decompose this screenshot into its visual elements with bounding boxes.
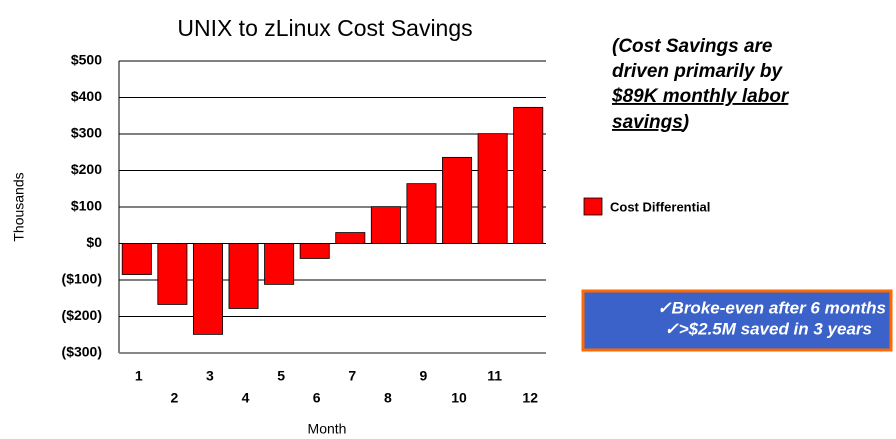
- bar: [264, 243, 295, 285]
- annotation-line: driven primarily by: [612, 61, 783, 82]
- x-tick-label: 11: [487, 368, 502, 384]
- bar: [157, 243, 188, 305]
- y-tick-label: $500: [71, 52, 102, 68]
- x-tick-label: 8: [384, 390, 392, 406]
- y-axis-label: Thousands: [11, 172, 27, 241]
- callout-box: [581, 289, 893, 352]
- x-axis-label: Month: [308, 421, 347, 437]
- legend-swatch: [583, 197, 603, 216]
- bar: [406, 183, 437, 244]
- x-tick-label: 10: [451, 390, 467, 406]
- y-tick-label: $0: [86, 234, 102, 250]
- y-tick-label: $400: [71, 88, 102, 104]
- x-tick-label: 4: [242, 390, 250, 406]
- bar: [442, 156, 473, 244]
- x-tick-label: 7: [348, 368, 356, 384]
- y-tick-label: $200: [71, 161, 102, 177]
- x-tick-label: 12: [522, 390, 538, 406]
- x-tick-label: 3: [206, 368, 214, 384]
- bar: [513, 106, 544, 244]
- bar: [228, 243, 259, 309]
- bar: [370, 206, 401, 244]
- bar: [121, 243, 152, 275]
- bar: [299, 243, 330, 259]
- bar: [477, 133, 508, 244]
- callout-line: ✓Broke-even after 6 months: [657, 298, 886, 317]
- callout-line: ✓>$2.5M saved in 3 years: [664, 319, 872, 338]
- annotation-line: $89K monthly labor: [611, 86, 790, 107]
- y-tick-label: $300: [71, 125, 102, 141]
- x-tick-label: 2: [170, 390, 178, 406]
- annotation-line: (Cost Savings are: [612, 36, 773, 57]
- x-tick-label: 6: [313, 390, 321, 406]
- y-tick-label: ($100): [62, 271, 102, 287]
- annotation-line: ): [681, 112, 689, 133]
- bar: [192, 243, 223, 335]
- y-tick-label: ($200): [62, 307, 102, 323]
- annotation-line: savings: [612, 112, 683, 133]
- x-tick-label: 1: [135, 368, 143, 384]
- x-tick-label: 5: [277, 368, 285, 384]
- legend-label: Cost Differential: [610, 199, 710, 214]
- chart-title: UNIX to zLinux Cost Savings: [177, 15, 472, 41]
- y-tick-label: $100: [71, 198, 102, 214]
- annotation: (Cost Savings are driven primarily by $8…: [611, 36, 794, 133]
- bar: [335, 232, 366, 244]
- y-tick-label: ($300): [62, 344, 102, 360]
- x-tick-label: 9: [420, 368, 428, 384]
